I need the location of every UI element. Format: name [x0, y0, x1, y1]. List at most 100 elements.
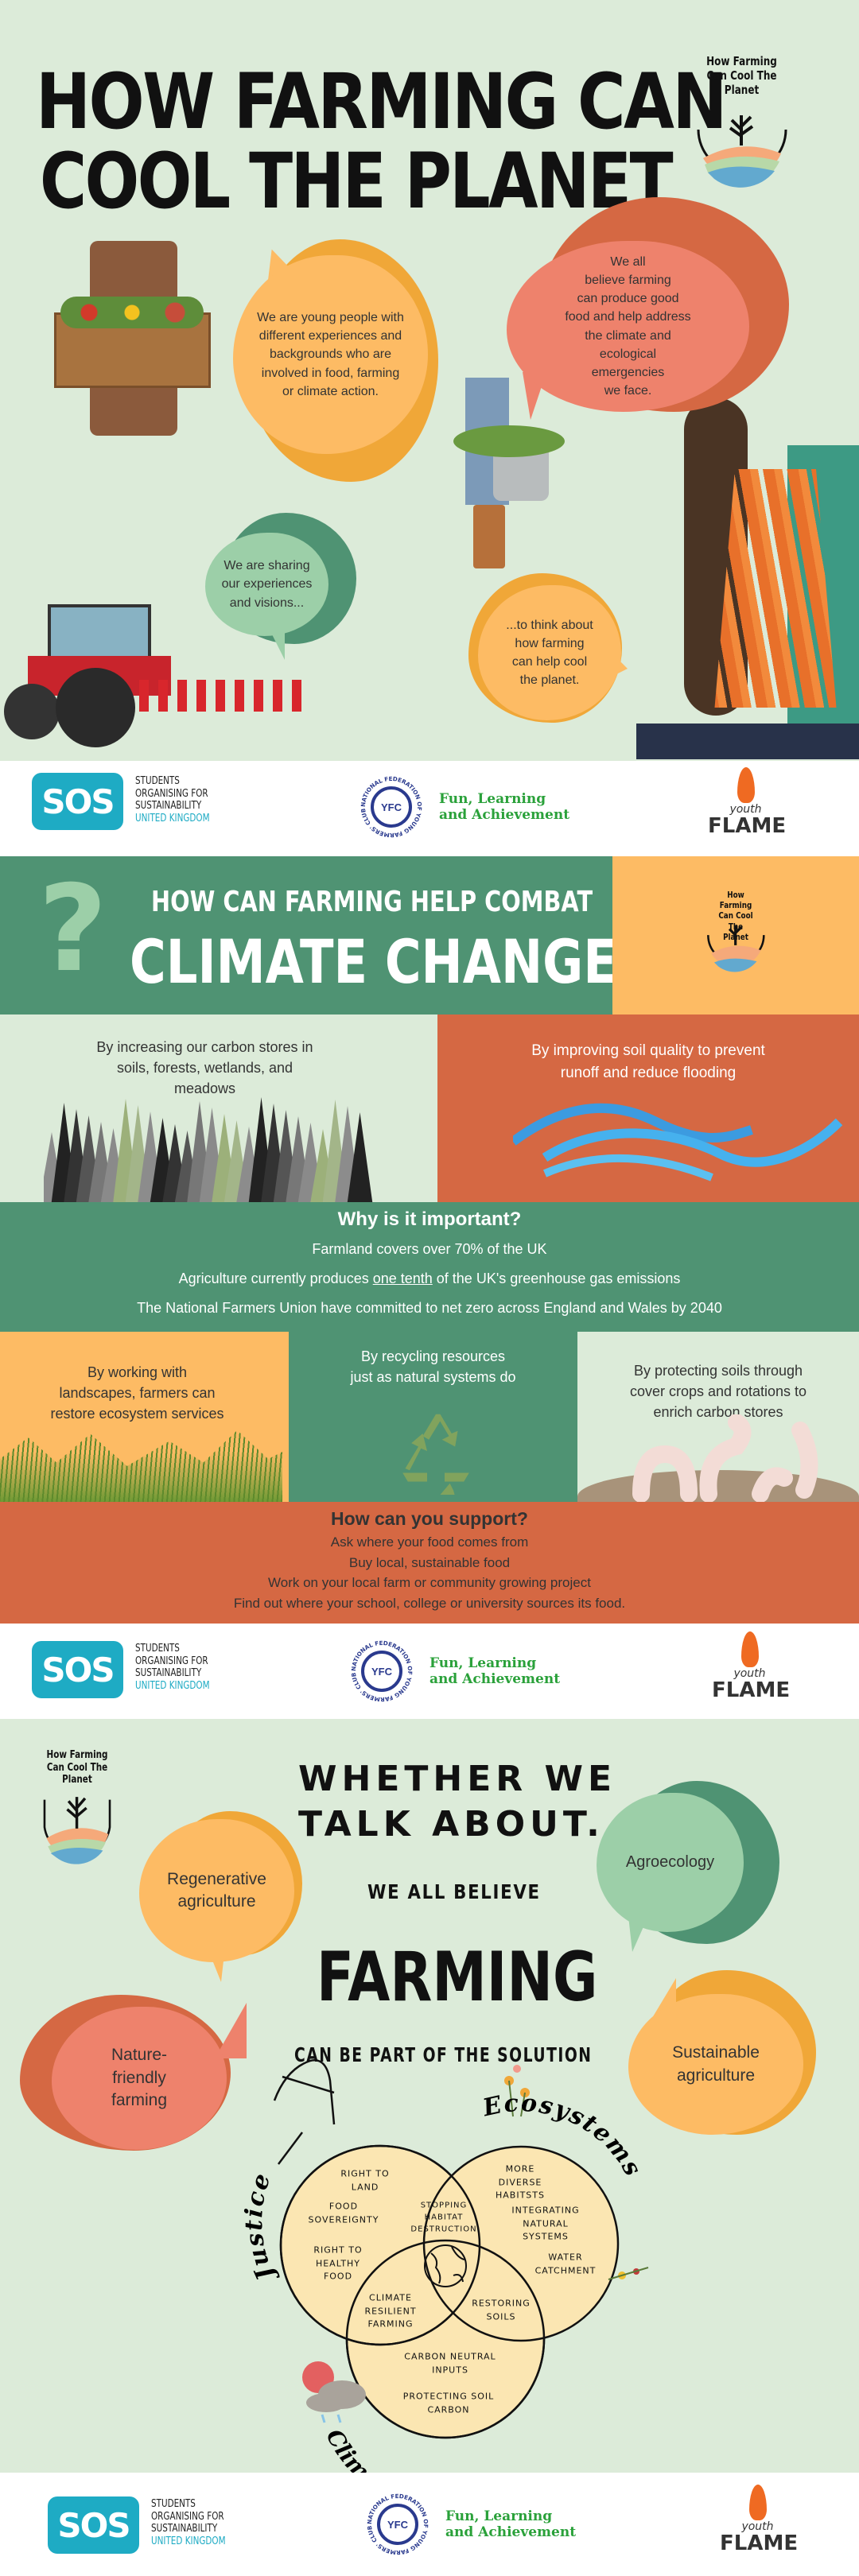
- recycling-panel: By recycling resources just as natural s…: [289, 1332, 577, 1502]
- venn-protecting-soil-carbon: PROTECTING SOIL CARBON: [402, 2391, 495, 2415]
- nfyfc-ring: NATIONAL FEDERATION OF YOUNG FARMERS' CL…: [358, 774, 423, 839]
- fist-hand-icon: [273, 2059, 336, 2165]
- support-item: Ask where your food comes from: [330, 1534, 529, 1550]
- header-logo-panel: How Farming Can Cool The Planet: [612, 856, 859, 1014]
- venn-label-justice: Justice: [240, 2169, 282, 2288]
- nfyfc-ring: NATIONAL FEDERATION OF YOUNG FARMERS' CL…: [348, 1638, 414, 1703]
- field-tree-icon: [707, 925, 765, 972]
- nfyfc-mark: YFC: [371, 1665, 392, 1678]
- nfyfc-logo[interactable]: NATIONAL FEDERATION OF YOUNG FARMERS' CL…: [364, 2491, 431, 2558]
- speech-bubble-think-about: ...to think about how farming can help c…: [468, 573, 630, 723]
- logo-text: How Farming Can Cool The Planet: [706, 54, 777, 97]
- venn-right-to-land: RIGHT TO LAND: [340, 2168, 390, 2193]
- youth-flame-logo[interactable]: youth FLAME: [712, 1631, 790, 1701]
- project-logo: How Farming Can Cool The Planet: [33, 1749, 121, 1868]
- venn-food-sovereignty: FOOD SOVEREIGNTY: [308, 2201, 379, 2225]
- tree-icon: [347, 1112, 373, 1204]
- flame-icon: [737, 767, 755, 803]
- question-mark-icon: ?: [38, 860, 108, 999]
- whether-we-heading: WHETHER WE: [298, 1759, 617, 1799]
- nfyfc-logo[interactable]: NATIONAL FEDERATION OF YOUNG FARMERS' CL…: [348, 1638, 415, 1705]
- recycle-icon: [402, 1414, 469, 1495]
- main-title-line2: COOL THE PLANET: [40, 137, 674, 226]
- speech-bubble-young-people: We are young people with different exper…: [233, 231, 438, 482]
- logo-text: How Farming Can Cool The Planet: [718, 890, 753, 942]
- sos-logo[interactable]: SOS: [32, 773, 123, 830]
- why-fact-2: Agriculture currently produces one tenth…: [178, 1271, 681, 1287]
- landscapes-panel: By working with landscapes, farmers can …: [0, 1332, 289, 1502]
- sos-name: STUDENTS ORGANISING FOR SUSTAINABILITY UN…: [135, 775, 210, 824]
- carbon-stores-text: By increasing our carbon stores in soils…: [96, 1039, 313, 1097]
- field-tree-icon: [697, 115, 787, 188]
- partner-logos-bar: SOS STUDENTS ORGANISING FOR SUSTAINABILI…: [0, 761, 859, 856]
- support-panel: How can you support? Ask where your food…: [0, 1502, 859, 1624]
- venn-right-to-healthy-food: RIGHT TO HEALTHY FOOD: [313, 2244, 363, 2282]
- earthworms-illustration: [632, 1414, 818, 1502]
- support-item: Buy local, sustainable food: [348, 1554, 511, 1570]
- part-of-solution: CAN BE PART OF THE SOLUTION: [294, 2043, 593, 2066]
- sun-rain-cloud-icon: [302, 2361, 366, 2423]
- sos-logo[interactable]: SOS: [32, 1641, 123, 1698]
- nfyfc-mark: YFC: [387, 2518, 408, 2531]
- venn-stopping-habitat-destruction: STOPPING HABITAT DESTRUCTION: [410, 2201, 477, 2234]
- speech-bubble-sharing: We are sharing our experiences and visio…: [205, 513, 356, 660]
- soil-quality-text: By improving soil quality to prevent run…: [531, 1042, 765, 1081]
- farming-heading: FARMING: [317, 1938, 598, 2017]
- venn-climate-resilient-farming: CLIMATE RESILIENT FARMING: [364, 2292, 417, 2330]
- carbon-stores-panel: By increasing our carbon stores in soils…: [0, 1014, 437, 1204]
- protecting-soils-panel: By protecting soils through cover crops …: [577, 1332, 859, 1502]
- recycling-text: By recycling resources just as natural s…: [350, 1348, 516, 1386]
- bubble-agroecology: Agroecology: [597, 1781, 779, 1952]
- talk-about-heading: TALK ABOUT...: [298, 1804, 641, 1845]
- forest-illustration: [44, 1097, 373, 1204]
- field-tree-icon: [43, 1797, 111, 1864]
- nfyfc-slogan: Fun, Learning and Achievement: [439, 791, 570, 824]
- solution-section: How Farming Can Cool The Planet WHETHER …: [0, 1719, 859, 2473]
- flame-icon: [748, 2485, 767, 2520]
- bubble-sustainable-agriculture: Sustainable agriculture: [628, 1970, 816, 2135]
- globe-icon: [424, 2244, 467, 2287]
- venn-carbon-neutral-inputs: CARBON NEUTRAL INPUTS: [404, 2351, 496, 2376]
- soil-quality-panel: By improving soil quality to prevent run…: [437, 1014, 859, 1202]
- nfyfc-ring: NATIONAL FEDERATION OF YOUNG FARMERS' CL…: [364, 2491, 430, 2556]
- why-fact-1: Farmland covers over 70% of the UK: [312, 1241, 547, 1257]
- support-title: How can you support?: [331, 1508, 528, 1529]
- venn-diagram: Justice Ecosystems Climate mitigation: [240, 2059, 649, 2473]
- landscapes-text: By working with landscapes, farmers can …: [50, 1364, 224, 1422]
- sos-name: STUDENTS ORGANISING FOR SUSTAINABILITY UN…: [135, 1643, 210, 1692]
- protecting-soils-text: By protecting soils through cover crops …: [629, 1363, 807, 1421]
- venn-more-diverse-habitats: MORE DIVERSE HABITSTS: [496, 2163, 545, 2201]
- carrots-hand-photo: [636, 398, 859, 759]
- youth-flame-logo[interactable]: youth FLAME: [708, 767, 786, 836]
- partner-logos-bar: SOS STUDENTS ORGANISING FOR SUSTAINABILI…: [0, 1624, 859, 1719]
- project-logo: How Farming Can Cool The Planet: [692, 54, 791, 193]
- bubble-regenerative-agriculture: Regenerative agriculture: [139, 1811, 302, 1982]
- water-waves-icon: [513, 1103, 843, 1181]
- youth-flame-logo[interactable]: youth FLAME: [720, 2485, 798, 2554]
- heading-small: HOW CAN FARMING HELP COMBAT: [151, 886, 593, 918]
- sos-name: STUDENTS ORGANISING FOR SUSTAINABILITY UN…: [151, 2498, 226, 2547]
- main-title-line1: HOW FARMING CAN: [36, 57, 727, 146]
- grass-illustration: [0, 1430, 282, 1502]
- why-important-panel: Why is it important? Farmland covers ove…: [0, 1202, 859, 1332]
- support-item: Work on your local farm or community gro…: [268, 1575, 591, 1591]
- nfyfc-mark: YFC: [381, 801, 402, 813]
- one-tenth-link[interactable]: one tenth: [372, 1271, 433, 1287]
- header-banner: ? HOW CAN FARMING HELP COMBAT CLIMATE CH…: [0, 856, 617, 1014]
- heading-big: CLIMATE CHANGE: [130, 926, 617, 997]
- vegetable-crate-photo: [46, 241, 219, 436]
- wildflowers-icon: [504, 2065, 649, 2280]
- support-item: Find out where your school, college or u…: [233, 1595, 626, 1611]
- partner-logos-bar: SOS STUDENTS ORGANISING FOR SUSTAINABILI…: [0, 2473, 859, 2576]
- venn-integrating-natural-systems: INTEGRATING NATURAL SYSTEMS: [511, 2205, 580, 2242]
- speech-bubble-we-all-believe: We all believe farming can produce good …: [507, 197, 789, 420]
- sos-logo[interactable]: SOS: [48, 2496, 139, 2554]
- nfyfc-slogan: Fun, Learning and Achievement: [430, 1655, 561, 1688]
- we-all-believe: WE ALL BELIEVE: [367, 1880, 541, 1903]
- flame-icon: [740, 1631, 759, 1667]
- why-fact-3: The National Farmers Union have committe…: [137, 1300, 722, 1317]
- nfyfc-logo[interactable]: NATIONAL FEDERATION OF YOUNG FARMERS' CL…: [358, 774, 425, 840]
- bucket-farmer-photo: [445, 378, 585, 572]
- intro-section: HOW FARMING CAN COOL THE PLANET How Farm…: [0, 0, 859, 759]
- nfyfc-slogan: Fun, Learning and Achievement: [445, 2508, 577, 2541]
